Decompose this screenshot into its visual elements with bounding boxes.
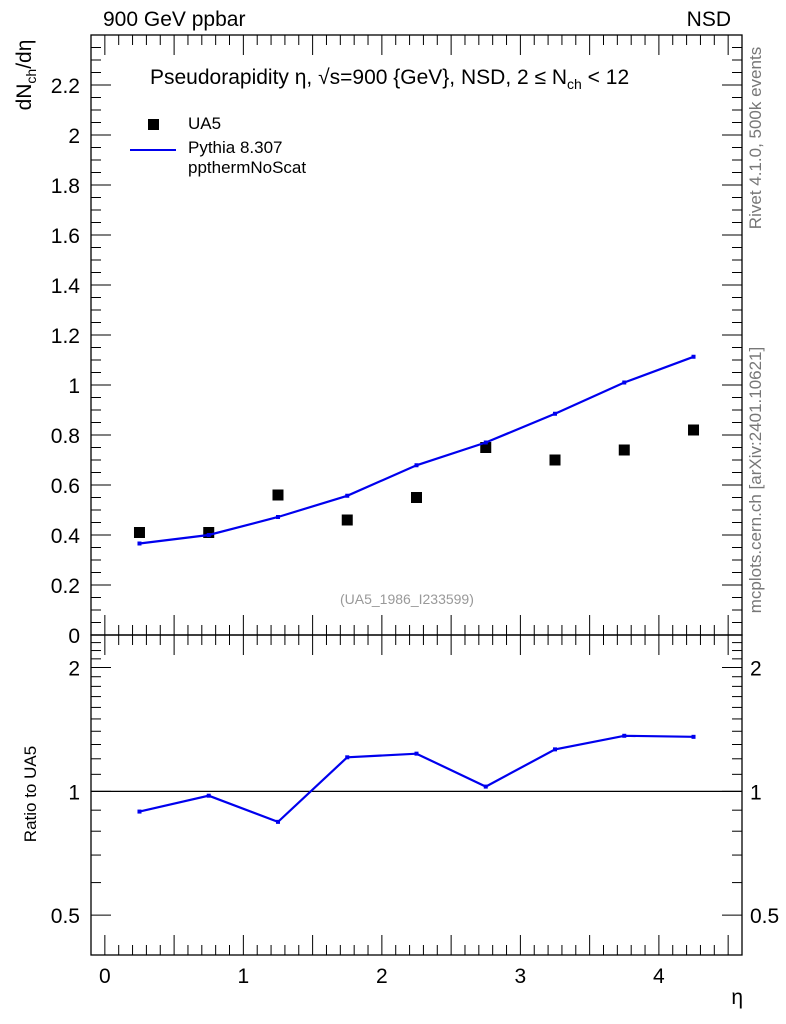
- ratio-panel-frame: [90, 634, 743, 956]
- legend-line-swatch: [130, 149, 176, 151]
- ua5-data-point: [480, 442, 492, 453]
- pythia-line: [139, 355, 694, 545]
- x-tick-label: 2: [376, 965, 388, 988]
- y-tick-label: 0.8: [51, 425, 80, 448]
- side-text-rivet: Rivet 4.1.0, 500k events: [746, 46, 765, 230]
- y-axis-label-ratio: Ratio to UA5: [21, 745, 40, 843]
- pythia-data-point: [622, 380, 627, 385]
- y-label-sub: ch: [23, 68, 40, 84]
- ratio-axis-ticks: [91, 635, 742, 956]
- ratio-y-tick-label-left: 1: [68, 781, 80, 804]
- pythia-data-point: [206, 533, 211, 537]
- ua5-data-point: [549, 454, 561, 466]
- main-y-tick-labels: 0 0.2 0.4 0.6 0.8 1 1.2 1.4 1.6 1.8 2 2.2: [51, 75, 81, 648]
- ratio-series-group: [137, 733, 696, 824]
- ratio-data-point: [275, 819, 280, 824]
- y-tick-label: 2.2: [51, 75, 80, 98]
- ua5-data-point: [203, 527, 215, 538]
- ratio-data-point: [691, 734, 696, 739]
- ua5-data-point: [133, 527, 145, 538]
- x-axis-label: η: [731, 986, 743, 1009]
- x-tick-labels: 0 1 2 3 4: [99, 965, 665, 988]
- pythia-data-point: [275, 515, 280, 519]
- ua5-data-point: [618, 444, 630, 456]
- pythia-data-point: [345, 493, 350, 498]
- chart-title-sub: ch: [567, 76, 582, 93]
- y-tick-label: 1.4: [51, 275, 81, 298]
- y-tick-label: 1.2: [51, 325, 80, 348]
- y-tick-label: 1.8: [51, 175, 80, 198]
- ua5-data-point: [341, 514, 353, 526]
- ratio-y-tick-label-right: 2: [750, 658, 762, 681]
- ua5-data-point: [688, 424, 700, 436]
- header-process-label: NSD: [686, 8, 731, 31]
- y-tick-label: 2: [68, 125, 80, 148]
- ratio-y-tick-labels: 0.5 1 2 0.5 1 2: [51, 658, 779, 929]
- ratio-y-tick-label-left: 2: [68, 658, 80, 681]
- y-label-prefix: dN: [12, 83, 36, 111]
- y-tick-label: 1.6: [51, 225, 80, 248]
- y-tick-label: 0.4: [51, 525, 81, 548]
- y-label-suffix: /dη: [12, 39, 36, 69]
- chart-title-prefix: Pseudorapidity η, √s=900 {GeV}, NSD, 2 ≤…: [150, 66, 568, 89]
- y-tick-label: 0.2: [51, 575, 80, 598]
- x-tick-label: 3: [515, 965, 527, 988]
- y-tick-label: 0: [68, 625, 80, 648]
- ratio-data-point: [414, 751, 419, 756]
- pythia-data-point: [137, 541, 142, 546]
- ratio-data-point: [622, 733, 627, 738]
- chart-title-suffix: < 12: [581, 66, 630, 89]
- x-tick-label: 4: [653, 965, 665, 988]
- pythia-data-point: [553, 411, 558, 416]
- main-series-group: [133, 354, 700, 546]
- pythia-data-point: [483, 440, 488, 445]
- ratio-data-point: [137, 809, 142, 814]
- side-text-mcplots: mcplots.cern.ch [arXiv:2401.10621]: [746, 346, 765, 614]
- pythia-data-point: [414, 463, 419, 468]
- legend-label-ua5: UA5: [188, 114, 222, 133]
- ratio-y-tick-label-right: 1: [750, 781, 762, 804]
- main-axis-ticks: [91, 34, 742, 636]
- ratio-data-point: [483, 784, 488, 789]
- legend-marker-square: [148, 119, 159, 130]
- header-energy-label: 900 GeV ppbar: [103, 8, 246, 31]
- ua5-data-point: [411, 492, 422, 503]
- ratio-line: [139, 734, 694, 824]
- ratio-data-point: [206, 793, 211, 798]
- y-axis-label-main: dNch/dη: [13, 40, 39, 111]
- reference-analysis-id: (UA5_1986_I233599): [340, 591, 474, 607]
- ratio-data-point: [553, 747, 558, 752]
- chart-title: Pseudorapidity η, √s=900 {GeV}, NSD, 2 ≤…: [150, 66, 629, 92]
- ua5-data-point: [272, 489, 284, 501]
- x-tick-label: 1: [238, 965, 250, 988]
- y-tick-label: 1: [68, 375, 80, 398]
- ratio-data-point: [345, 755, 350, 760]
- ratio-y-tick-label-left: 0.5: [51, 905, 80, 928]
- pythia-data-point: [691, 354, 696, 359]
- legend-label-pythia: Pythia 8.307 ppthermNoScat: [188, 138, 307, 177]
- y-tick-label: 0.6: [51, 475, 80, 498]
- x-tick-label: 0: [99, 965, 111, 988]
- ratio-y-tick-label-right: 0.5: [750, 905, 779, 928]
